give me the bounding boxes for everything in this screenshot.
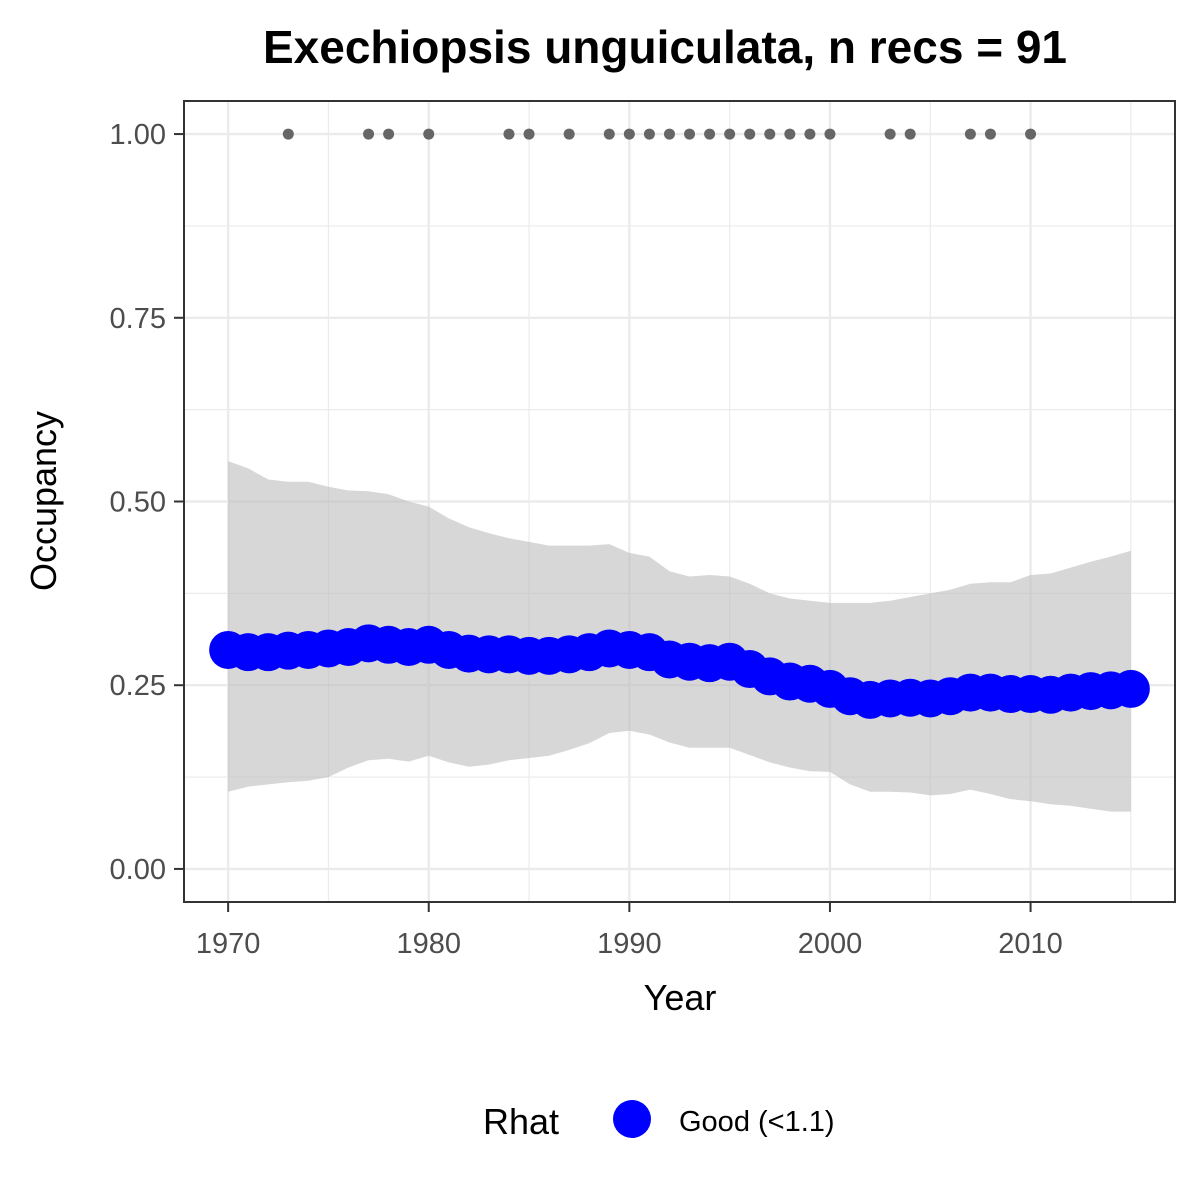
record-point bbox=[784, 128, 796, 140]
y-tick-label: 0.00 bbox=[110, 854, 166, 886]
x-axis-title: Year bbox=[644, 977, 717, 1018]
legend: Rhat Good (<1.1) bbox=[483, 1100, 835, 1142]
y-axis: 0.00 0.25 0.50 0.75 1.00 bbox=[110, 119, 184, 886]
record-point bbox=[363, 128, 375, 140]
x-axis: 1970 1980 1990 2000 2010 bbox=[196, 902, 1063, 960]
record-point bbox=[282, 128, 294, 140]
x-tick-label: 1980 bbox=[396, 928, 461, 960]
record-point bbox=[643, 128, 655, 140]
ribbon-layer bbox=[228, 461, 1131, 812]
record-point bbox=[383, 128, 395, 140]
points-layer bbox=[209, 624, 1150, 719]
record-point bbox=[563, 128, 575, 140]
legend-label-good: Good (<1.1) bbox=[679, 1106, 835, 1138]
y-tick-label: 0.75 bbox=[110, 303, 166, 335]
record-point bbox=[503, 128, 515, 140]
record-point bbox=[684, 128, 696, 140]
record-point bbox=[704, 128, 716, 140]
x-tick-label: 1970 bbox=[196, 928, 261, 960]
record-point bbox=[663, 128, 675, 140]
record-point bbox=[603, 128, 615, 140]
y-axis-title: Occupancy bbox=[23, 411, 64, 591]
record-point bbox=[764, 128, 776, 140]
record-point bbox=[884, 128, 896, 140]
y-tick-label: 0.50 bbox=[110, 487, 166, 519]
legend-title: Rhat bbox=[483, 1101, 559, 1142]
record-point bbox=[744, 128, 756, 140]
record-point bbox=[964, 128, 976, 140]
record-point bbox=[523, 128, 535, 140]
y-tick-label: 1.00 bbox=[110, 119, 166, 151]
legend-key-good bbox=[613, 1100, 651, 1138]
chart-title: Exechiopsis unguiculata, n recs = 91 bbox=[263, 21, 1067, 73]
record-point bbox=[623, 128, 635, 140]
occupancy-point bbox=[1111, 669, 1150, 708]
record-point bbox=[423, 128, 435, 140]
record-point bbox=[1025, 128, 1037, 140]
records-layer bbox=[282, 128, 1037, 140]
record-point bbox=[804, 128, 816, 140]
x-tick-label: 2010 bbox=[998, 928, 1063, 960]
record-point bbox=[824, 128, 836, 140]
x-tick-label: 2000 bbox=[798, 928, 863, 960]
record-point bbox=[724, 128, 736, 140]
credible-interval-ribbon bbox=[228, 461, 1131, 812]
record-point bbox=[984, 128, 996, 140]
y-tick-label: 0.25 bbox=[110, 670, 166, 702]
x-tick-label: 1990 bbox=[597, 928, 662, 960]
record-point bbox=[904, 128, 916, 140]
